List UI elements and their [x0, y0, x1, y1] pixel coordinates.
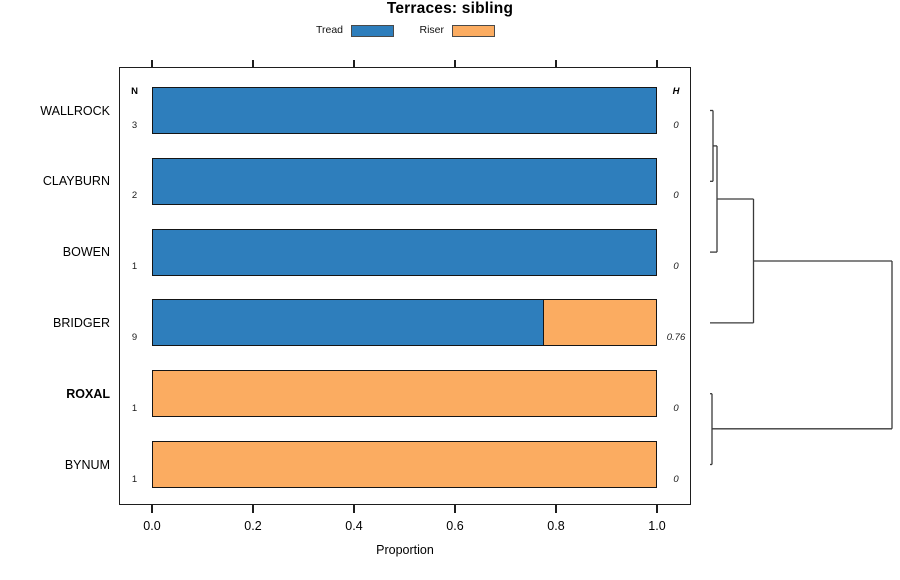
legend-label-riser: Riser	[419, 24, 444, 36]
category-label: BRIDGER	[53, 315, 110, 330]
x-tick-top	[454, 59, 456, 67]
n-value: 2	[131, 190, 138, 202]
x-tick-top	[555, 59, 557, 67]
h-value: 0	[673, 119, 679, 131]
dendrogram	[710, 109, 893, 466]
category-label: WALLROCK	[40, 103, 110, 118]
stacked-bar	[152, 299, 657, 347]
chart-title: Terraces: sibling	[386, 0, 514, 17]
x-tick-label: 0.2	[244, 519, 262, 533]
stacked-bar	[152, 441, 657, 488]
x-tick-bottom	[252, 505, 254, 513]
x-tick-label: 0.4	[345, 519, 363, 533]
x-tick-top	[656, 59, 658, 67]
bar-segment-tread	[152, 87, 657, 134]
h-value: 0	[673, 261, 679, 273]
x-tick-top	[151, 59, 153, 67]
n-value: 9	[131, 331, 138, 343]
n-value: 1	[131, 402, 138, 414]
category-label: BYNUM	[64, 457, 110, 472]
category-label: CLAYBURN	[42, 174, 110, 189]
bar-segment-tread	[152, 228, 657, 276]
n-value: 1	[131, 473, 138, 485]
x-tick-bottom	[555, 505, 557, 513]
x-tick-bottom	[454, 505, 456, 513]
h-value: 0	[673, 473, 679, 485]
bar-segment-tread	[152, 299, 545, 347]
stacked-bar	[152, 370, 657, 418]
x-tick-label: 0.0	[143, 519, 161, 533]
x-tick-label: 1.0	[648, 519, 666, 533]
legend-label-tread: Tread	[315, 24, 343, 36]
h-value: 0.76	[666, 331, 686, 343]
n-column-header: N	[131, 86, 138, 97]
x-axis-title: Proportion	[376, 543, 434, 557]
n-value: 1	[131, 261, 138, 273]
x-tick-label: 0.6	[446, 519, 464, 533]
plot-area-border	[119, 67, 691, 505]
bar-segment-riser	[543, 299, 657, 347]
n-value: 3	[131, 119, 138, 131]
x-tick-bottom	[353, 505, 355, 513]
stacked-bar	[152, 228, 657, 276]
h-value: 0	[673, 190, 679, 202]
x-tick-label: 0.8	[547, 519, 565, 533]
bar-segment-riser	[152, 441, 657, 488]
stacked-bar	[152, 157, 657, 205]
category-label: ROXAL	[66, 386, 110, 401]
legend-swatch-riser-icon	[452, 24, 495, 37]
x-tick-top	[252, 59, 254, 67]
x-tick-top	[353, 59, 355, 67]
h-value: 0	[673, 402, 679, 414]
legend-swatch-tread-icon	[351, 24, 394, 37]
bar-segment-riser	[152, 370, 657, 418]
h-column-header: H	[672, 86, 680, 97]
stacked-bar	[152, 87, 657, 134]
x-tick-bottom	[151, 505, 153, 513]
bar-segment-tread	[152, 157, 657, 205]
category-label: BOWEN	[62, 245, 110, 260]
x-tick-bottom	[656, 505, 658, 513]
